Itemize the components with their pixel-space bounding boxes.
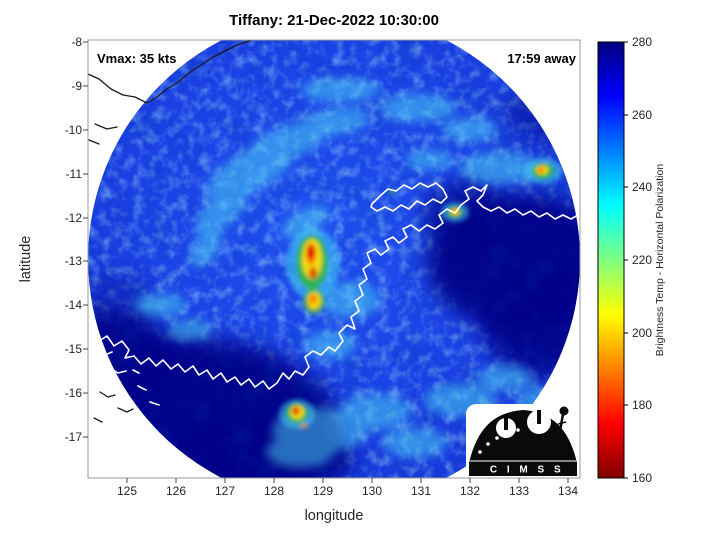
plot-title: Tiffany: 21-Dec-2022 10:30:00	[229, 12, 439, 29]
colorbar-tick-label: 200	[632, 326, 652, 340]
logo-text: C I M S S	[490, 465, 564, 476]
coastline-islands-southwest	[93, 391, 134, 423]
x-tick-label: 129	[313, 484, 333, 498]
cimss-logo: C I M S S	[466, 404, 578, 478]
y-tick-label: -8	[71, 35, 82, 49]
colorbar-label: Brightness Temp - Horizontal Polarizatio…	[654, 164, 666, 357]
vmax-annotation: Vmax: 35 kts	[97, 51, 177, 66]
colorbar-tick-label: 180	[632, 398, 652, 412]
colorbar-tick-label: 160	[632, 471, 652, 485]
x-tick-label: 127	[215, 484, 235, 498]
x-tick-label: 126	[166, 484, 186, 498]
x-tick-label: 131	[411, 484, 431, 498]
logo-band	[469, 461, 577, 476]
y-axis-label: latitude	[18, 236, 34, 283]
tiwi-islands	[370, 182, 448, 212]
colorbar-tick-label: 260	[632, 108, 652, 122]
coastline-timor	[88, 40, 255, 423]
colorbar-tick-label: 220	[632, 253, 652, 267]
x-axis-label: longitude	[305, 508, 364, 524]
y-tick-label: -10	[65, 123, 83, 137]
x-tick-label: 125	[117, 484, 137, 498]
x-tick-label: 132	[460, 484, 480, 498]
colorbar-tick-label: 280	[632, 35, 652, 49]
y-tick-label: -17	[65, 430, 83, 444]
plot-area: C I M S S	[88, 40, 580, 478]
y-tick-label: -16	[65, 386, 83, 400]
y-tick-label: -15	[65, 342, 83, 356]
y-tick-label: -13	[65, 254, 83, 268]
colorbar-tick-marks	[624, 41, 628, 479]
plot-frame	[87, 39, 581, 479]
logo-dome-icon	[469, 406, 577, 463]
y-tick-label: -12	[65, 211, 83, 225]
y-tick-label: -11	[66, 167, 83, 181]
x-axis-tick-marks	[126, 478, 569, 483]
y-tick-label: -14	[65, 298, 83, 312]
colorbar-gradient	[597, 41, 625, 479]
x-tick-label: 133	[509, 484, 529, 498]
y-tick-label: -9	[71, 79, 82, 93]
x-tick-label: 130	[362, 484, 382, 498]
y-axis-tick-marks	[83, 41, 88, 438]
colorbar: 280 260 240 220 200 180 160 Brightness T…	[597, 35, 666, 485]
time-away-annotation: 17:59 away	[507, 51, 576, 66]
convection-cores	[279, 158, 563, 429]
x-tick-label: 128	[264, 484, 284, 498]
x-tick-label: 134	[558, 484, 578, 498]
colorbar-tick-label: 240	[632, 180, 652, 194]
